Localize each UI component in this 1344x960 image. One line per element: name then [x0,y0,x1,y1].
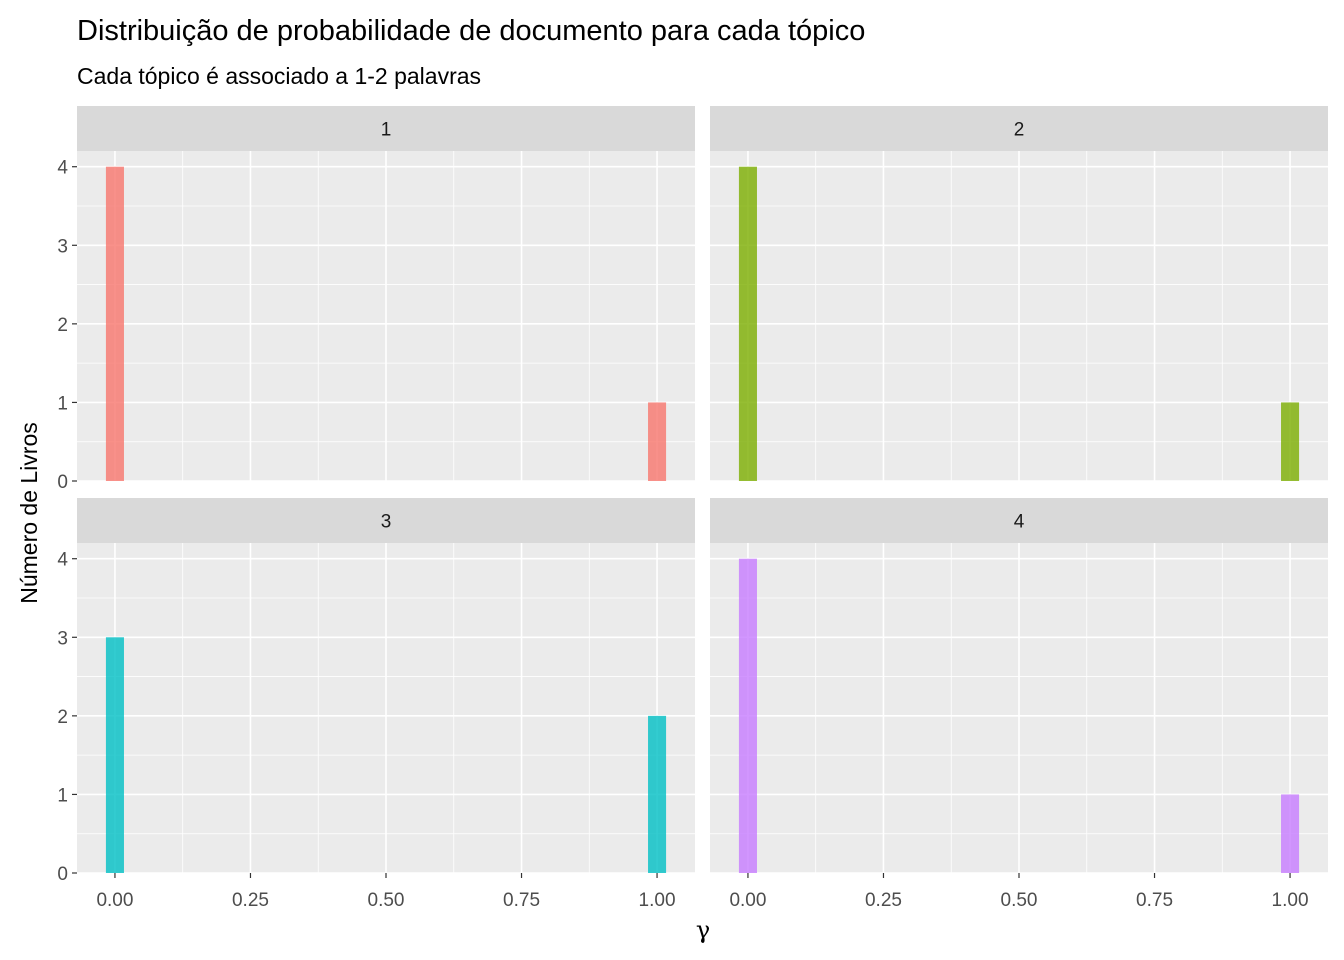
y-tick-label: 3 [57,236,68,257]
x-tick-label: 0.00 [96,890,133,911]
facet-strip-label: 1 [381,120,392,141]
facet-grid: 1 0 1 2 3 4 2 3 0 1 2 3 4 0.00 0.25 0.50 0.75 1.00 4 0.00 0.… [57,106,1328,911]
y-tick-label: 0 [57,472,68,493]
facet-strip [710,106,1328,151]
x-tick-label: 0.50 [368,890,405,911]
bar [105,637,124,873]
y-tick-label: 3 [57,628,68,649]
x-tick-label: 1.00 [639,890,676,911]
bar [1281,402,1300,481]
x-tick-label: 0.25 [232,890,269,911]
facet-1: 1 0 1 2 3 4 [57,106,695,493]
x-tick-label: 0.00 [729,890,766,911]
x-tick-label: 0.25 [865,890,902,911]
facet-strip [77,498,695,543]
chart-title: Distribuição de probabilidade de documen… [77,15,865,47]
chart-subtitle: Cada tópico é associado a 1-2 palavras [77,63,481,89]
y-tick-label: 1 [57,393,68,414]
x-tick-label: 1.00 [1272,890,1309,911]
x-tick-label: 0.50 [1001,890,1038,911]
y-tick-label: 0 [57,864,68,885]
bar [1281,794,1300,873]
facet-strip-label: 4 [1014,512,1025,533]
y-axis-title: Número de Livros [16,422,42,604]
x-axis-title: γ [696,916,710,944]
facet-strip [710,498,1328,543]
facet-strip [77,106,695,151]
bar [648,715,667,873]
facet-3: 3 0 1 2 3 4 0.00 0.25 0.50 0.75 1.00 [57,498,695,911]
bar [648,402,667,481]
bar [738,166,757,481]
x-tick-label: 0.75 [503,890,540,911]
bar [738,558,757,873]
facet-2: 2 [710,106,1328,482]
facet-strip-label: 3 [381,512,392,533]
y-tick-label: 2 [57,707,68,728]
bar [105,166,124,481]
y-tick-label: 2 [57,315,68,336]
facet-4: 4 0.00 0.25 0.50 0.75 1.00 [710,498,1328,911]
y-tick-label: 4 [57,550,68,571]
facet-strip-label: 2 [1014,120,1025,141]
y-tick-label: 4 [57,158,68,179]
x-tick-label: 0.75 [1136,890,1173,911]
y-tick-label: 1 [57,785,68,806]
